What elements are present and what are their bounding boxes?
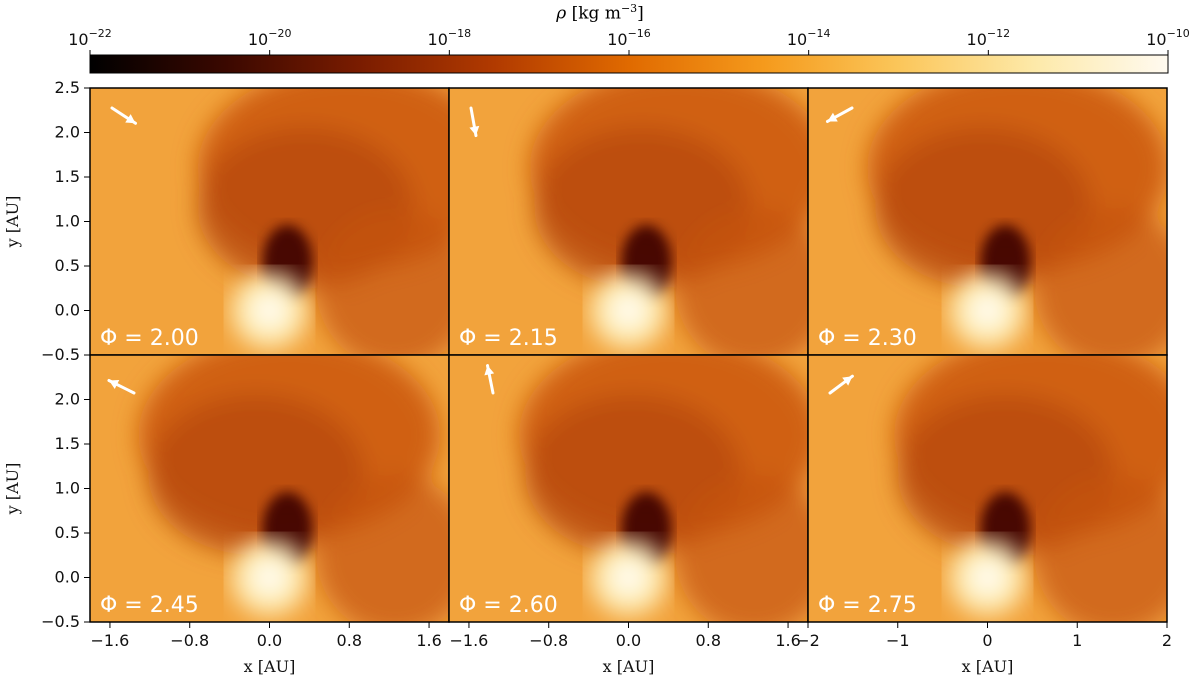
x-tick-label: 0 bbox=[982, 631, 992, 650]
central-star-glow bbox=[590, 539, 667, 616]
x-tick-label: −1 bbox=[886, 631, 910, 650]
y-tick-label: 1.0 bbox=[55, 212, 80, 231]
x-tick-label: −1.6 bbox=[91, 631, 130, 650]
colorbar-tick-label: 10−12 bbox=[967, 27, 1011, 49]
y-tick-label: 0.0 bbox=[55, 568, 80, 587]
panel-6: Φ = 2.75 bbox=[807, 354, 1168, 623]
y-tick-label: 2.0 bbox=[55, 123, 80, 142]
y-axis-label: y [AU] bbox=[3, 196, 22, 249]
central-star-glow bbox=[231, 539, 308, 616]
panel-1: Φ = 2.00 bbox=[89, 87, 450, 356]
panel-grid: Φ = 2.00 Φ = 2.15 Φ = 2.30 Φ = 2.45 Φ = 2.60… bbox=[89, 87, 1168, 623]
y-tick-label: 1.5 bbox=[55, 167, 80, 186]
direction-arrow-icon bbox=[825, 106, 854, 123]
phase-label: Φ = 2.45 bbox=[100, 593, 199, 618]
turbulent-cloud bbox=[197, 88, 449, 355]
x-tick-label: 1.6 bbox=[416, 631, 441, 650]
colorbar-tick-label: 10−18 bbox=[428, 27, 472, 49]
axes-text: −0.5 0.0 0.5 1.0 1.5 2.0 2.5 y [AU] −0.5 0.0 0.5 1.… bbox=[3, 78, 1172, 676]
direction-arrow-icon bbox=[828, 374, 854, 395]
y-tick-label: 1.0 bbox=[55, 479, 80, 498]
y-tick-label: −0.5 bbox=[41, 612, 80, 631]
x-tick-label: 1 bbox=[1072, 631, 1082, 650]
central-star-glow bbox=[590, 272, 667, 349]
y-tick-label: 0.5 bbox=[55, 256, 80, 275]
direction-arrow-icon bbox=[107, 378, 136, 395]
colorbar-tick-label: 10−16 bbox=[607, 27, 651, 49]
x-axis-label: x [AU] bbox=[603, 657, 655, 676]
colorbar-tick-label: 10−20 bbox=[248, 27, 292, 49]
x-tick-label: 0.8 bbox=[696, 631, 721, 650]
turbulent-cloud bbox=[867, 88, 1167, 355]
turbulent-cloud bbox=[529, 88, 808, 355]
y-tick-label: −0.5 bbox=[41, 345, 80, 364]
direction-arrow-icon bbox=[469, 106, 480, 138]
x-tick-label: 2 bbox=[1162, 631, 1172, 650]
colorbar bbox=[89, 54, 1169, 74]
panel-3: Φ = 2.30 bbox=[807, 87, 1168, 356]
central-star-glow bbox=[231, 272, 308, 349]
x-tick-label: −0.8 bbox=[529, 631, 568, 650]
panel-5: Φ = 2.60 bbox=[448, 354, 809, 623]
y-tick-label: 1.5 bbox=[55, 434, 80, 453]
phase-label: Φ = 2.75 bbox=[818, 593, 917, 618]
x-tick-label: −0.8 bbox=[170, 631, 209, 650]
y-tick-label: 0.0 bbox=[55, 301, 80, 320]
turbulent-cloud bbox=[519, 355, 808, 622]
central-star-glow bbox=[949, 272, 1026, 349]
y-tick-label: 2.0 bbox=[55, 390, 80, 409]
x-tick-label: −1.6 bbox=[450, 631, 489, 650]
panel-2: Φ = 2.15 bbox=[448, 87, 809, 356]
x-tick-label: −2 bbox=[796, 631, 820, 650]
turbulent-cloud bbox=[894, 355, 1167, 622]
phase-label: Φ = 2.15 bbox=[459, 326, 558, 351]
y-axis-label: y [AU] bbox=[3, 463, 22, 516]
colorbar-label: ρ [kg m−3] bbox=[556, 2, 644, 24]
x-tick-label: 1.6 bbox=[775, 631, 800, 650]
panel-4: Φ = 2.45 bbox=[89, 354, 450, 623]
colorbar-tick-label: 10−14 bbox=[787, 27, 831, 49]
colorbar-tick-label: 10−22 bbox=[68, 27, 112, 49]
colorbar-ticks: 10−22 10−20 10−18 10−16 10−14 10−12 10−10 bbox=[68, 27, 1190, 55]
x-axis-label: x [AU] bbox=[962, 657, 1014, 676]
central-star-glow bbox=[949, 539, 1026, 616]
y-tick-label: 2.5 bbox=[55, 78, 80, 97]
y-tick-label: 0.5 bbox=[55, 523, 80, 542]
x-tick-label: 0.0 bbox=[616, 631, 641, 650]
x-axis-label: x [AU] bbox=[244, 657, 296, 676]
phase-label: Φ = 2.60 bbox=[459, 593, 558, 618]
x-tick-label: 0.8 bbox=[337, 631, 362, 650]
x-tick-label: 0.0 bbox=[257, 631, 282, 650]
direction-arrow-icon bbox=[484, 364, 495, 395]
phase-label: Φ = 2.30 bbox=[818, 326, 917, 351]
colorbar-tick-label: 10−10 bbox=[1146, 27, 1190, 49]
direction-arrow-icon bbox=[110, 106, 137, 125]
phase-label: Φ = 2.00 bbox=[100, 326, 199, 351]
